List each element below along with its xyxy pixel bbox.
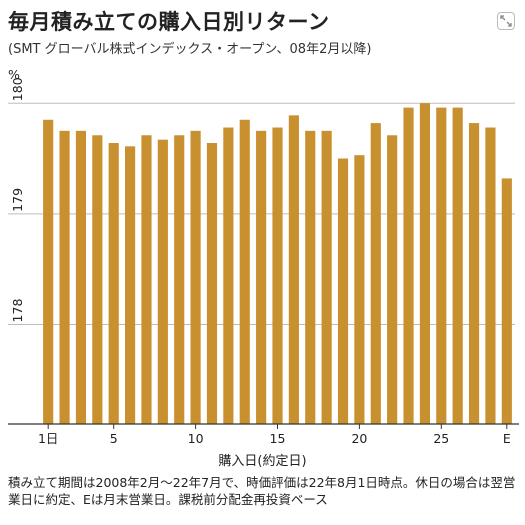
chart-subtitle: (SMT グローバル株式インデックス・オープン、08年2月以降) xyxy=(8,42,372,57)
x-tick-label: 25 xyxy=(433,431,449,446)
expand-button[interactable] xyxy=(497,12,515,30)
y-tick-label: 180 xyxy=(10,77,25,101)
bar-27 xyxy=(468,123,480,424)
bar-21 xyxy=(370,123,381,424)
bar-25 xyxy=(436,107,447,425)
x-tick-label: E xyxy=(503,431,511,446)
bar-24 xyxy=(419,103,430,424)
bar-6 xyxy=(125,146,136,425)
bar-3 xyxy=(75,130,87,424)
bar-1日 xyxy=(43,119,54,424)
x-tick-label: 5 xyxy=(110,431,118,446)
y-tick-label: 179 xyxy=(10,188,25,212)
bar-18 xyxy=(321,130,332,424)
bar-22 xyxy=(387,135,398,425)
bar-19 xyxy=(337,158,349,424)
bar-20 xyxy=(354,155,365,424)
bar-8 xyxy=(157,139,168,424)
x-tick-label: 10 xyxy=(188,431,204,446)
x-axis-label: 購入日(約定日) xyxy=(218,454,307,469)
bar-17 xyxy=(305,130,316,424)
bar-13 xyxy=(239,119,250,424)
bar-15 xyxy=(272,127,283,425)
bar-16 xyxy=(288,115,299,424)
y-axis-unit: % xyxy=(8,67,20,82)
bar-7 xyxy=(141,135,152,425)
x-tick-label: 15 xyxy=(270,431,286,446)
bar-2 xyxy=(59,130,70,424)
footnote: 積み立て期間は2008年2月～22年7月で、時価評価は22年8月1日時点。休日の… xyxy=(8,475,516,507)
chart-title: 毎月積み立ての購入日別リターン xyxy=(8,10,330,34)
expand-icon xyxy=(500,15,512,27)
x-tick-label: 20 xyxy=(351,431,367,446)
bar-12 xyxy=(223,127,234,425)
bar-23 xyxy=(403,107,414,425)
x-tick-label: 1日 xyxy=(38,431,58,446)
y-tick-label: 178 xyxy=(10,299,25,323)
bar-11 xyxy=(206,143,218,424)
bar-10 xyxy=(190,130,201,424)
bar-28 xyxy=(485,127,496,425)
bar-E xyxy=(501,178,512,424)
bar-26 xyxy=(452,107,463,425)
bar-4 xyxy=(92,135,103,425)
bar-9 xyxy=(174,135,185,425)
bar-14 xyxy=(256,130,267,424)
bar-5 xyxy=(108,143,119,424)
